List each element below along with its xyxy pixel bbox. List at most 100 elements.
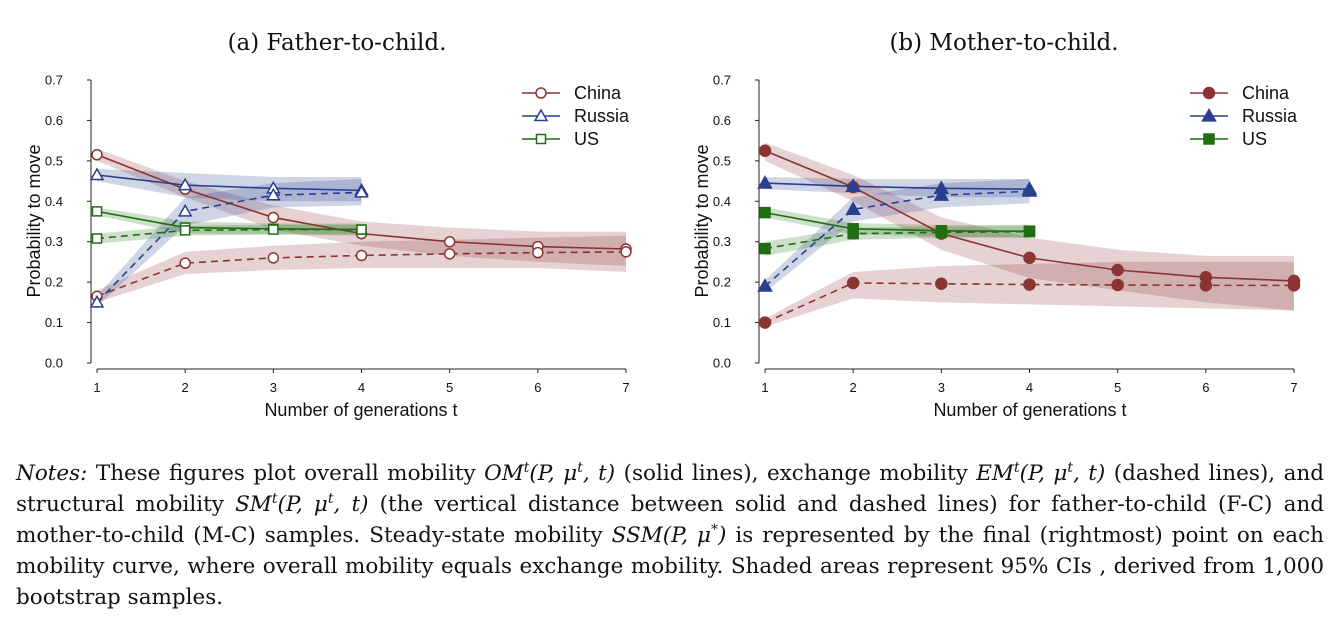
x-tick-label: 3 [270, 380, 277, 395]
notes-text-1: These figures plot overall mobility [87, 461, 485, 486]
series-line-russia-overall [96, 174, 362, 192]
data-point-china-overall [758, 144, 772, 157]
y-axis-label-father: Probability to move [24, 144, 44, 297]
data-point-us-exchange [179, 225, 191, 236]
data-point-china-exchange [620, 246, 632, 258]
x-axis-label-mother: Number of generations t [933, 400, 1126, 420]
y-tick-label: 0.4 [45, 194, 63, 209]
notes-text-2: (solid lines), exchange mobility [615, 461, 977, 486]
y-tick-label: 0.1 [713, 315, 731, 330]
legend-label-china: China [1242, 83, 1290, 103]
ci-band-russia-exchange [97, 179, 362, 307]
x-tick-label: 5 [446, 380, 453, 395]
legend-label-us: US [574, 129, 599, 149]
data-point-us-exchange [268, 224, 279, 235]
data-point-russia-exchange [89, 294, 105, 308]
data-point-china-exchange [846, 276, 860, 290]
notes-sm-symbol: SMt(P, μt, t) [235, 490, 369, 517]
legend-label-russia: Russia [574, 106, 630, 126]
data-point-russia-exchange [266, 187, 281, 201]
notes-text-5: is represented by the final (rightmost) … [16, 523, 1325, 610]
ci-band-russia-overall [97, 168, 362, 202]
y-tick-label: 0.2 [713, 275, 731, 290]
notes-ssm-symbol: SSM(P, μ*) [611, 521, 727, 548]
data-point-russia-overall [89, 167, 105, 181]
series-line-russia-exchange [764, 190, 1030, 287]
plot-area-father: 0.0 0.1 0.2 0.3 0.4 0.5 0.6 0.7 1 2 3 4 5 6 7 China Russ… [45, 73, 632, 395]
x-tick-label: 1 [761, 380, 768, 395]
ci-band-us-exchange [765, 225, 1030, 256]
data-point-russia-exchange [933, 187, 950, 201]
notes-em-symbol: EMt(P, μt, t) [976, 459, 1106, 486]
data-point-russia-exchange [177, 203, 193, 217]
data-point-russia-exchange [757, 278, 773, 292]
y-tick-label: 0.3 [45, 234, 63, 249]
data-point-russia-exchange [1021, 183, 1038, 197]
data-point-china-exchange [179, 257, 191, 269]
plot-area-mother: 0.0 0.1 0.2 0.3 0.4 0.5 0.6 0.7 1 2 3 4 5 6 7 China Russ… [713, 73, 1301, 395]
panel-mother-to-child: (b) Mother-to-child. 0.00.10.20.30.40.50… [692, 30, 1301, 420]
y-tick-label: 0.7 [713, 73, 731, 88]
data-point-china-exchange [443, 248, 456, 260]
notes-om-symbol: OMt(P, μt, t) [484, 459, 616, 486]
x-tick-label: 2 [182, 380, 189, 395]
ci-band-china-exchange [765, 261, 1294, 327]
y-tick-label: 0.0 [45, 356, 63, 371]
x-tick-label: 6 [1202, 380, 1209, 395]
y-tick-label: 0.2 [45, 275, 63, 290]
y-tick-label: 0.6 [45, 113, 63, 128]
data-point-us-exchange [91, 233, 103, 244]
data-point-china-exchange [1023, 278, 1036, 291]
x-axis-label-father: Number of generations t [264, 400, 457, 420]
series-line-us-exchange [96, 228, 362, 240]
y-tick-label: 0.1 [45, 315, 63, 330]
y-tick-label: 0.7 [45, 73, 63, 88]
legend-marker-russia [1201, 107, 1217, 122]
data-point-china-exchange [532, 246, 544, 259]
y-axis-label-mother: Probability to move [692, 144, 712, 297]
data-point-russia-exchange [354, 184, 369, 198]
legend-marker-china [1202, 86, 1216, 100]
x-tick-label: 7 [1290, 380, 1297, 395]
x-tick-label: 1 [93, 380, 100, 395]
ci-band-us-overall [765, 207, 1030, 238]
series-line-us-exchange [764, 230, 1030, 250]
legend-marker-china [535, 87, 547, 99]
data-point-china-exchange [355, 249, 368, 262]
data-point-china-exchange [1287, 279, 1301, 292]
ci-band-china-overall [765, 142, 1294, 311]
x-tick-label: 6 [534, 380, 541, 395]
panel-title-father: (a) Father-to-child. [228, 30, 447, 56]
legend-label-russia: Russia [1242, 106, 1298, 126]
data-point-us-exchange [356, 224, 367, 235]
x-tick-label: 3 [938, 380, 945, 395]
legend-label-us: US [1242, 129, 1267, 149]
data-point-china-exchange [758, 316, 772, 329]
data-point-russia-overall [757, 175, 773, 189]
y-tick-label: 0.5 [45, 153, 63, 168]
data-point-china-exchange [267, 252, 280, 264]
notes-text-3: (dashed lines), and structural mobility [16, 461, 1324, 517]
data-point-china-exchange [1111, 278, 1124, 292]
y-tick-label: 0.5 [713, 153, 731, 168]
legend-marker-us [1203, 133, 1215, 145]
data-point-us-overall [91, 206, 103, 217]
data-point-us-exchange [847, 227, 859, 240]
data-point-china-exchange [1199, 279, 1213, 292]
data-point-us-exchange [1023, 225, 1036, 238]
ci-band-china-exchange [97, 235, 626, 303]
legend-label-china: China [574, 83, 622, 103]
data-point-china-overall [91, 149, 103, 161]
data-point-us-overall [759, 206, 771, 219]
x-tick-label: 4 [1026, 380, 1033, 395]
data-point-russia-overall [177, 177, 193, 191]
data-point-us-exchange [759, 242, 771, 255]
data-point-china-overall [443, 235, 456, 248]
data-point-china-overall [1023, 251, 1036, 265]
figure-notes: Notes: These figures plot overall mobili… [16, 458, 1324, 613]
series-line-russia-exchange [96, 191, 362, 303]
series-line-us-overall [764, 211, 1030, 233]
data-point-russia-exchange [845, 201, 861, 215]
legend-marker-russia [533, 108, 549, 122]
ci-band-china-overall [97, 148, 626, 266]
